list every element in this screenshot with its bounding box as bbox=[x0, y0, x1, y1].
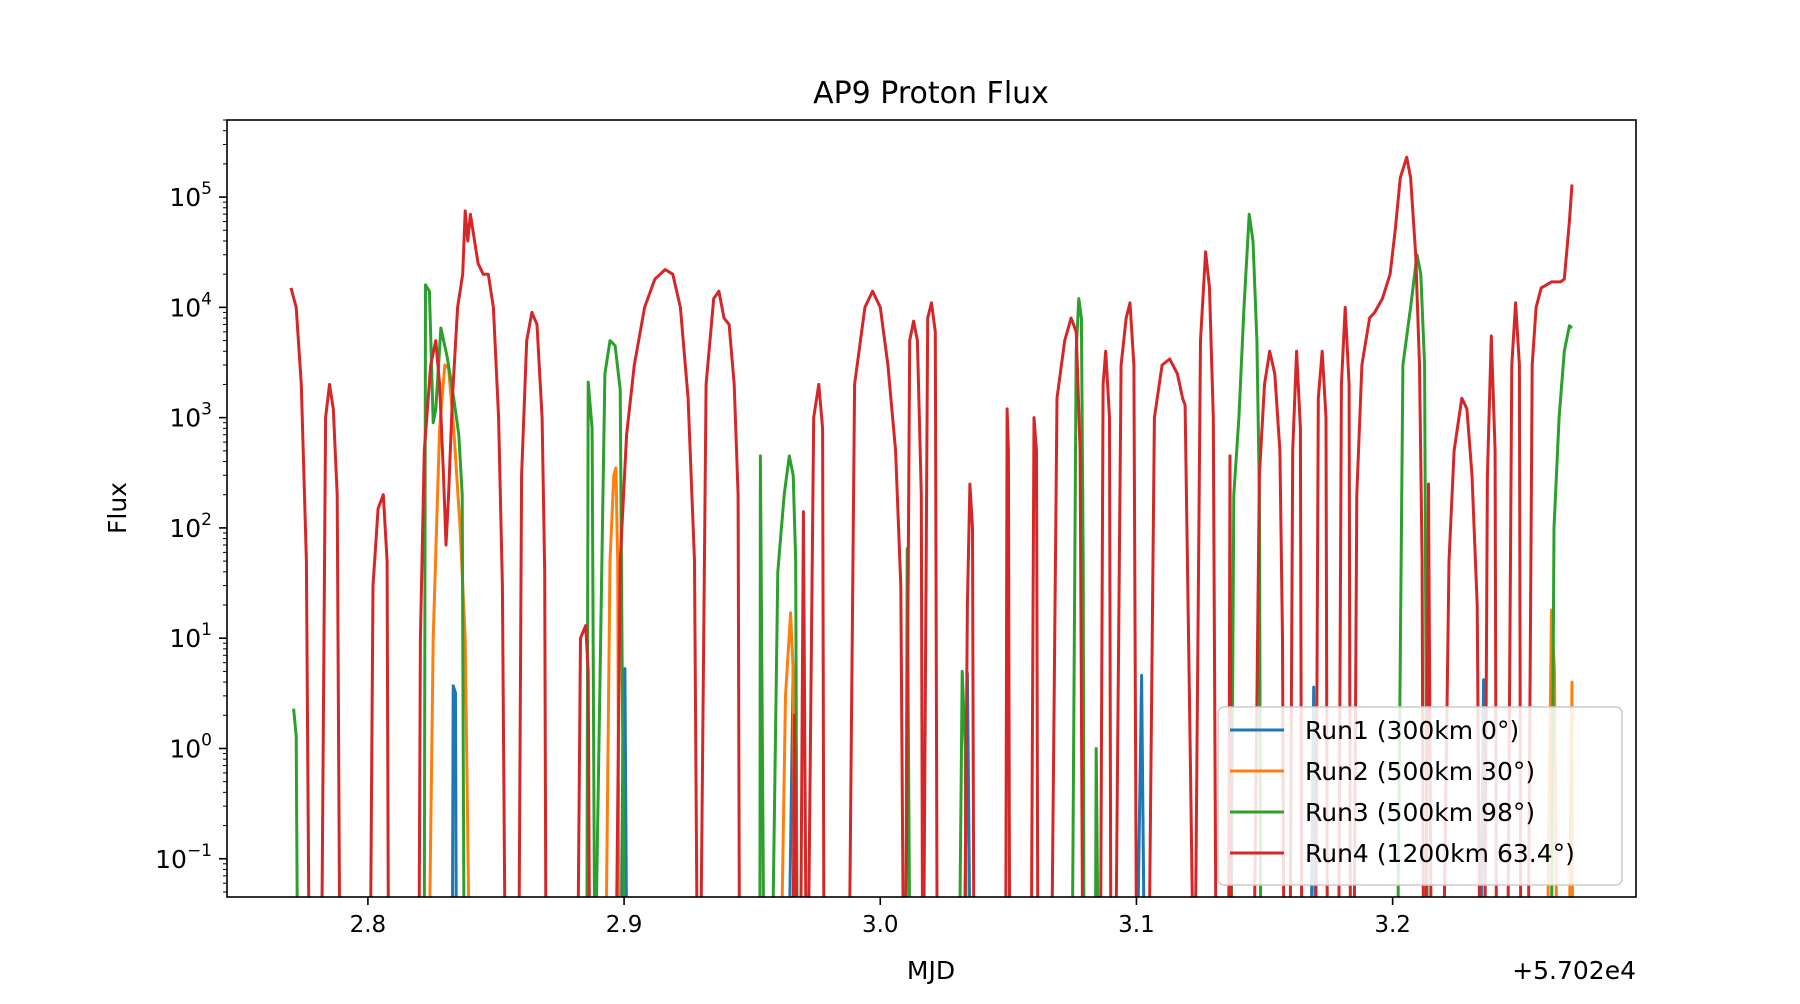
series-4-line bbox=[799, 510, 808, 897]
legend-label-1: Run1 (300km 0°) bbox=[1305, 716, 1519, 745]
series-4-line bbox=[369, 493, 390, 897]
series-4-line bbox=[320, 382, 341, 897]
y-tick-label: 105 bbox=[169, 179, 212, 212]
series-4-line bbox=[1099, 349, 1113, 897]
series-4-line bbox=[1352, 155, 1425, 897]
series-4-line bbox=[1194, 250, 1218, 897]
legend: Run1 (300km 0°) Run2 (500km 30°) Run3 (500… bbox=[1217, 706, 1623, 886]
series-3-line bbox=[292, 708, 299, 897]
series-4-line bbox=[1527, 184, 1574, 897]
y-tick-label: 104 bbox=[169, 289, 212, 322]
legend-label-4: Run4 (1200km 63.4°) bbox=[1305, 839, 1575, 868]
series-4-line bbox=[1148, 357, 1194, 897]
series-4-line bbox=[1004, 407, 1012, 897]
x-axis-label: MJD bbox=[907, 956, 955, 985]
series-4-line bbox=[615, 268, 699, 897]
x-tick-label: 2.8 bbox=[350, 912, 387, 938]
x-tick-label: 2.9 bbox=[606, 912, 643, 938]
series-4-line bbox=[1030, 416, 1040, 897]
series-4-line bbox=[517, 310, 548, 897]
x-tick-label: 3.2 bbox=[1374, 912, 1411, 938]
x-tick-label: 3.0 bbox=[862, 912, 899, 938]
series-1-line bbox=[451, 684, 458, 897]
x-axis-offset-label: +5.702e4 bbox=[1512, 956, 1636, 985]
series-4-line bbox=[1506, 301, 1523, 897]
series-4-line bbox=[1337, 305, 1352, 897]
series-4-line bbox=[1253, 349, 1286, 897]
chart-title: AP9 Proton Flux bbox=[813, 76, 1049, 111]
series-4-line bbox=[1050, 316, 1084, 897]
series-4-line bbox=[576, 624, 591, 897]
y-tick-label: 10−1 bbox=[155, 841, 212, 874]
series-3-line bbox=[595, 339, 626, 897]
series-4-line bbox=[807, 382, 826, 897]
series-4-line bbox=[848, 289, 905, 897]
series-3-line bbox=[1094, 747, 1100, 897]
series-4-line bbox=[922, 301, 939, 897]
plot-frame bbox=[226, 119, 1637, 898]
legend-label-3: Run3 (500km 98°) bbox=[1305, 798, 1535, 827]
series-4-line bbox=[1314, 349, 1329, 897]
series-3-line bbox=[1550, 324, 1573, 897]
legend-label-2: Run2 (500km 30°) bbox=[1305, 757, 1535, 786]
series-4-line bbox=[417, 209, 507, 897]
series-3-line bbox=[1229, 212, 1263, 897]
series-1-line bbox=[1136, 673, 1146, 897]
series-4-line bbox=[1114, 301, 1138, 897]
y-tick-label: 102 bbox=[169, 510, 212, 543]
series-2-line bbox=[605, 466, 621, 897]
y-axis-label: Flux bbox=[103, 482, 132, 534]
series-3-line bbox=[771, 454, 799, 897]
series-4-line bbox=[963, 482, 976, 897]
series-4-line bbox=[699, 289, 741, 897]
series-4-line bbox=[904, 319, 924, 897]
x-tick-label: 3.1 bbox=[1118, 912, 1155, 938]
series-4-line bbox=[289, 287, 311, 897]
series-4-line bbox=[1442, 396, 1481, 897]
series-3-line bbox=[1071, 297, 1086, 897]
y-tick-label: 101 bbox=[169, 620, 212, 653]
y-tick-label: 100 bbox=[169, 730, 212, 763]
y-tick-label: 103 bbox=[169, 400, 212, 433]
series-4 bbox=[289, 155, 1574, 897]
axis-layer: 2.8 2.9 3.0 3.1 3.2 10−1 100 101 102 103 104 105 bbox=[155, 119, 1411, 938]
legend-frame bbox=[1217, 706, 1623, 886]
series-3-line bbox=[422, 283, 466, 897]
series-4-line bbox=[1288, 349, 1304, 897]
series-4-line bbox=[1483, 334, 1498, 897]
series-3-line bbox=[758, 454, 765, 897]
series-4-line bbox=[791, 713, 799, 897]
